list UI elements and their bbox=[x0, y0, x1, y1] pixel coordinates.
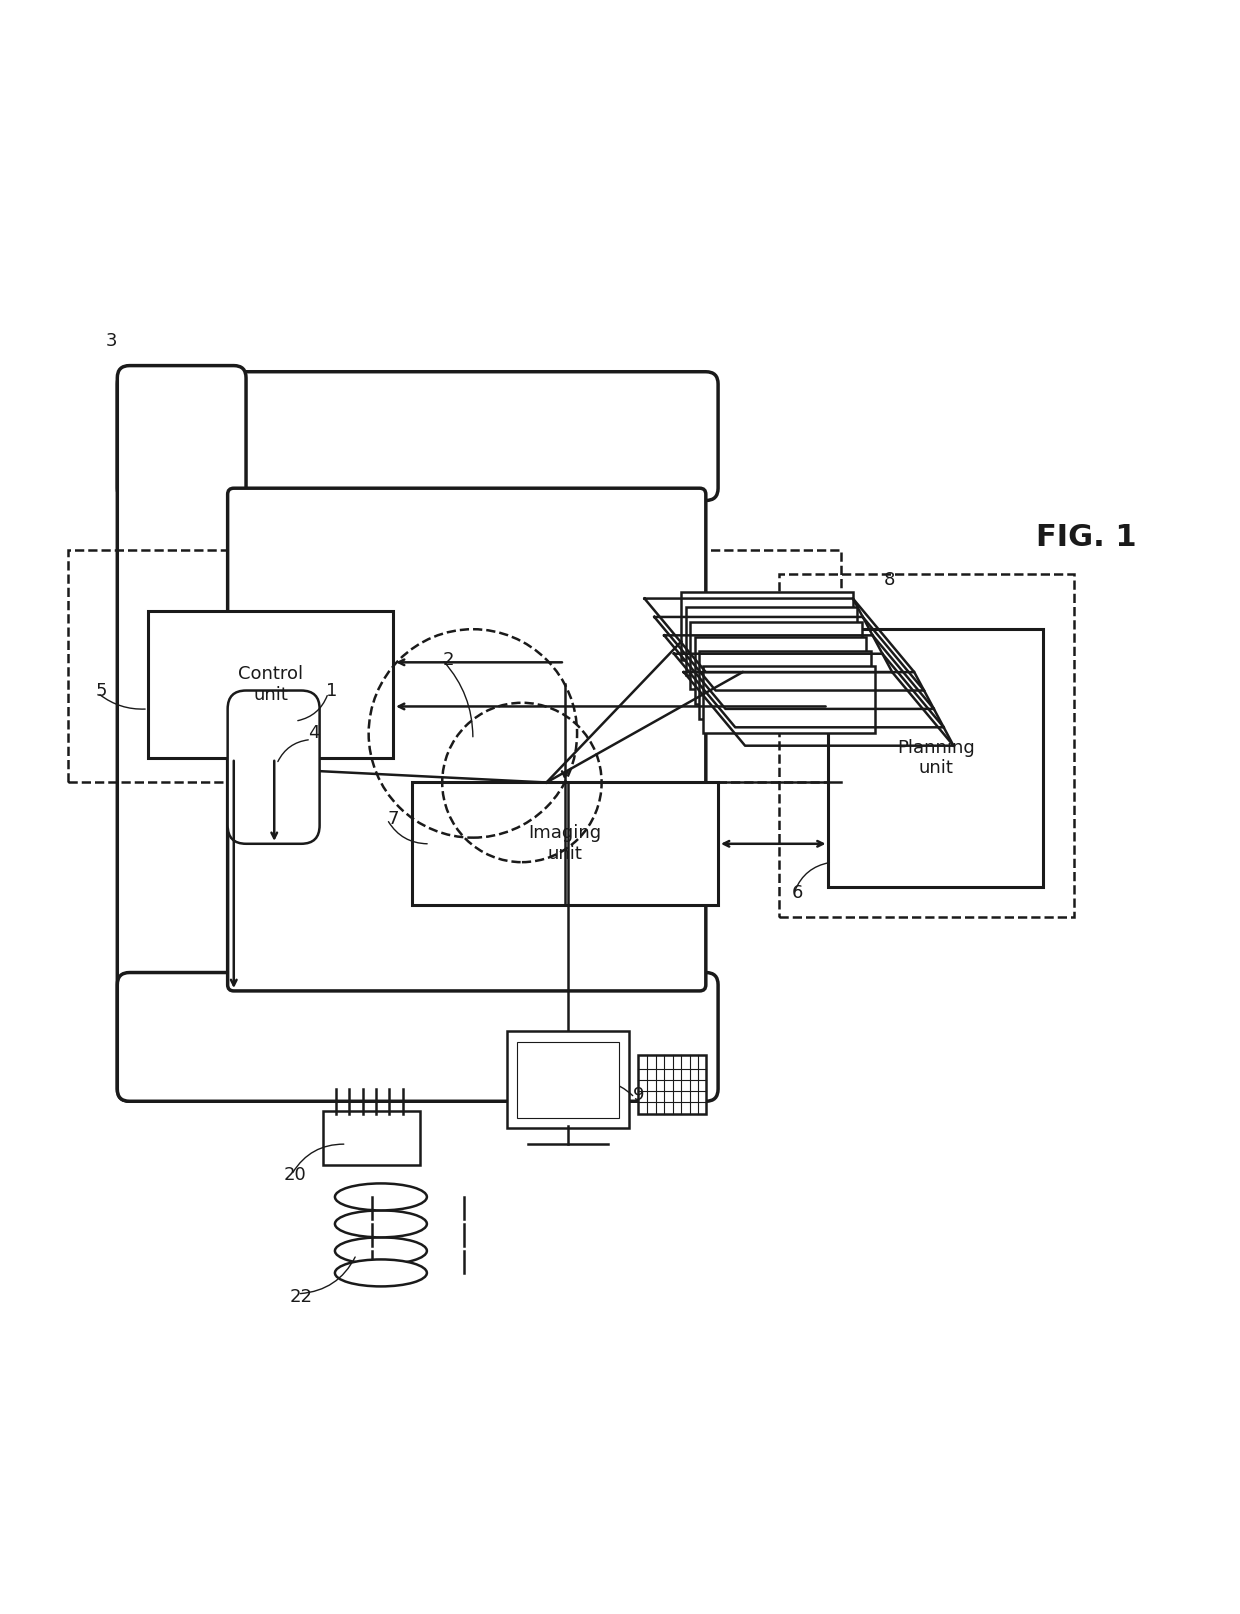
Text: Planning
unit: Planning unit bbox=[897, 739, 975, 778]
Text: 6: 6 bbox=[792, 884, 804, 902]
Bar bbox=[372, 1251, 464, 1273]
Text: 8: 8 bbox=[884, 571, 895, 589]
FancyBboxPatch shape bbox=[703, 667, 875, 733]
FancyBboxPatch shape bbox=[118, 973, 718, 1101]
Text: 4: 4 bbox=[308, 725, 319, 742]
FancyBboxPatch shape bbox=[686, 607, 857, 675]
Text: 1: 1 bbox=[326, 681, 337, 699]
FancyBboxPatch shape bbox=[691, 621, 862, 689]
FancyBboxPatch shape bbox=[324, 1110, 420, 1165]
Text: 7: 7 bbox=[387, 810, 399, 828]
Ellipse shape bbox=[335, 1183, 427, 1210]
Text: 5: 5 bbox=[95, 681, 107, 699]
FancyBboxPatch shape bbox=[517, 1043, 619, 1119]
Text: 2: 2 bbox=[443, 650, 454, 668]
Text: FIG. 1: FIG. 1 bbox=[1035, 523, 1136, 552]
FancyBboxPatch shape bbox=[639, 1054, 706, 1114]
Text: Control
unit: Control unit bbox=[238, 665, 303, 704]
FancyBboxPatch shape bbox=[694, 636, 867, 704]
Bar bbox=[228, 487, 706, 991]
Ellipse shape bbox=[335, 1210, 427, 1238]
FancyBboxPatch shape bbox=[118, 366, 246, 1101]
Text: 20: 20 bbox=[284, 1165, 306, 1183]
Ellipse shape bbox=[335, 1259, 427, 1286]
Ellipse shape bbox=[249, 694, 299, 773]
FancyBboxPatch shape bbox=[699, 652, 870, 718]
Bar bbox=[372, 1223, 464, 1246]
Text: Imaging
unit: Imaging unit bbox=[528, 825, 601, 863]
FancyBboxPatch shape bbox=[118, 371, 718, 500]
FancyBboxPatch shape bbox=[412, 783, 718, 905]
Text: 9: 9 bbox=[632, 1086, 644, 1104]
FancyBboxPatch shape bbox=[228, 691, 320, 844]
Bar bbox=[372, 1198, 464, 1219]
FancyBboxPatch shape bbox=[681, 592, 853, 660]
FancyBboxPatch shape bbox=[148, 610, 393, 759]
FancyBboxPatch shape bbox=[507, 1031, 629, 1128]
Text: 3: 3 bbox=[105, 332, 117, 350]
Ellipse shape bbox=[335, 1238, 427, 1264]
Text: 22: 22 bbox=[290, 1288, 312, 1306]
FancyBboxPatch shape bbox=[228, 487, 706, 991]
FancyBboxPatch shape bbox=[828, 629, 1043, 886]
